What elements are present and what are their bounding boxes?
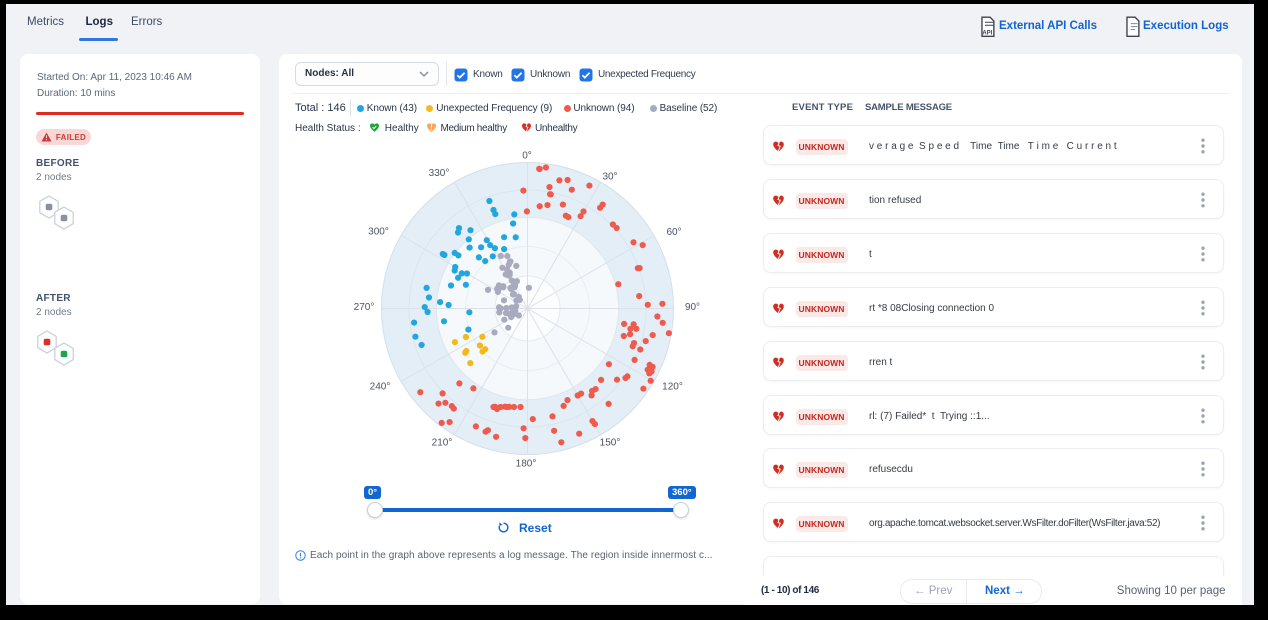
svg-text:30°: 30° [602,172,617,183]
svg-text:270°: 270° [354,302,375,313]
svg-text:120°: 120° [662,382,683,393]
svg-text:150°: 150° [600,438,621,449]
svg-text:210°: 210° [432,438,453,449]
svg-text:API: API [982,31,992,37]
svg-text:300°: 300° [368,227,389,238]
svg-text:180°: 180° [516,459,537,470]
svg-text:0°: 0° [522,151,532,162]
svg-text:90°: 90° [685,302,700,313]
svg-text:60°: 60° [666,227,681,238]
svg-text:330°: 330° [429,168,450,179]
svg-text:240°: 240° [370,382,391,393]
